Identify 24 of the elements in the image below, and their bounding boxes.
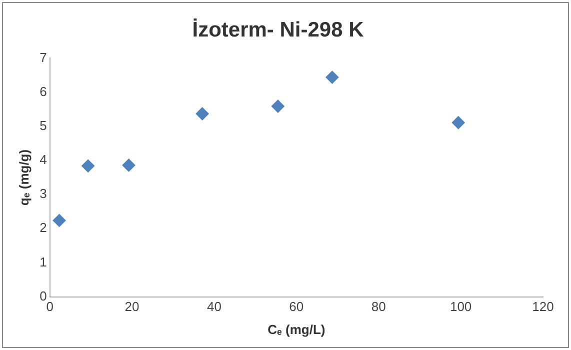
x-axis-title: Cₑ (mg/L): [268, 322, 326, 337]
point: [271, 100, 284, 113]
y-tick-label: 5: [40, 118, 47, 133]
y-tick-label: 7: [40, 50, 47, 65]
point: [122, 158, 136, 172]
y-tick-label: 6: [40, 84, 47, 99]
y-axis-title: qₑ (mg/g): [16, 149, 32, 206]
y-tick-label: 3: [40, 186, 47, 202]
point: [52, 214, 66, 227]
point: [452, 116, 465, 130]
point: [326, 70, 339, 84]
chart-title: İzoterm- Ni-298 K: [192, 18, 364, 42]
y-tick-label: 0: [40, 288, 47, 304]
x-tick-label: 40: [206, 299, 222, 314]
x-tick-label: 60: [289, 299, 304, 314]
x-tick-label: 100: [450, 299, 472, 314]
y-tick-label: 2: [40, 220, 47, 236]
x-tick-label: 120: [532, 299, 554, 314]
y-tick-label: 1: [40, 254, 47, 270]
point: [196, 107, 209, 120]
x-tick-label: 80: [371, 299, 386, 314]
point: [82, 159, 95, 172]
x-tick-label: 20: [124, 299, 140, 314]
y-tick-label: 4: [40, 152, 47, 168]
